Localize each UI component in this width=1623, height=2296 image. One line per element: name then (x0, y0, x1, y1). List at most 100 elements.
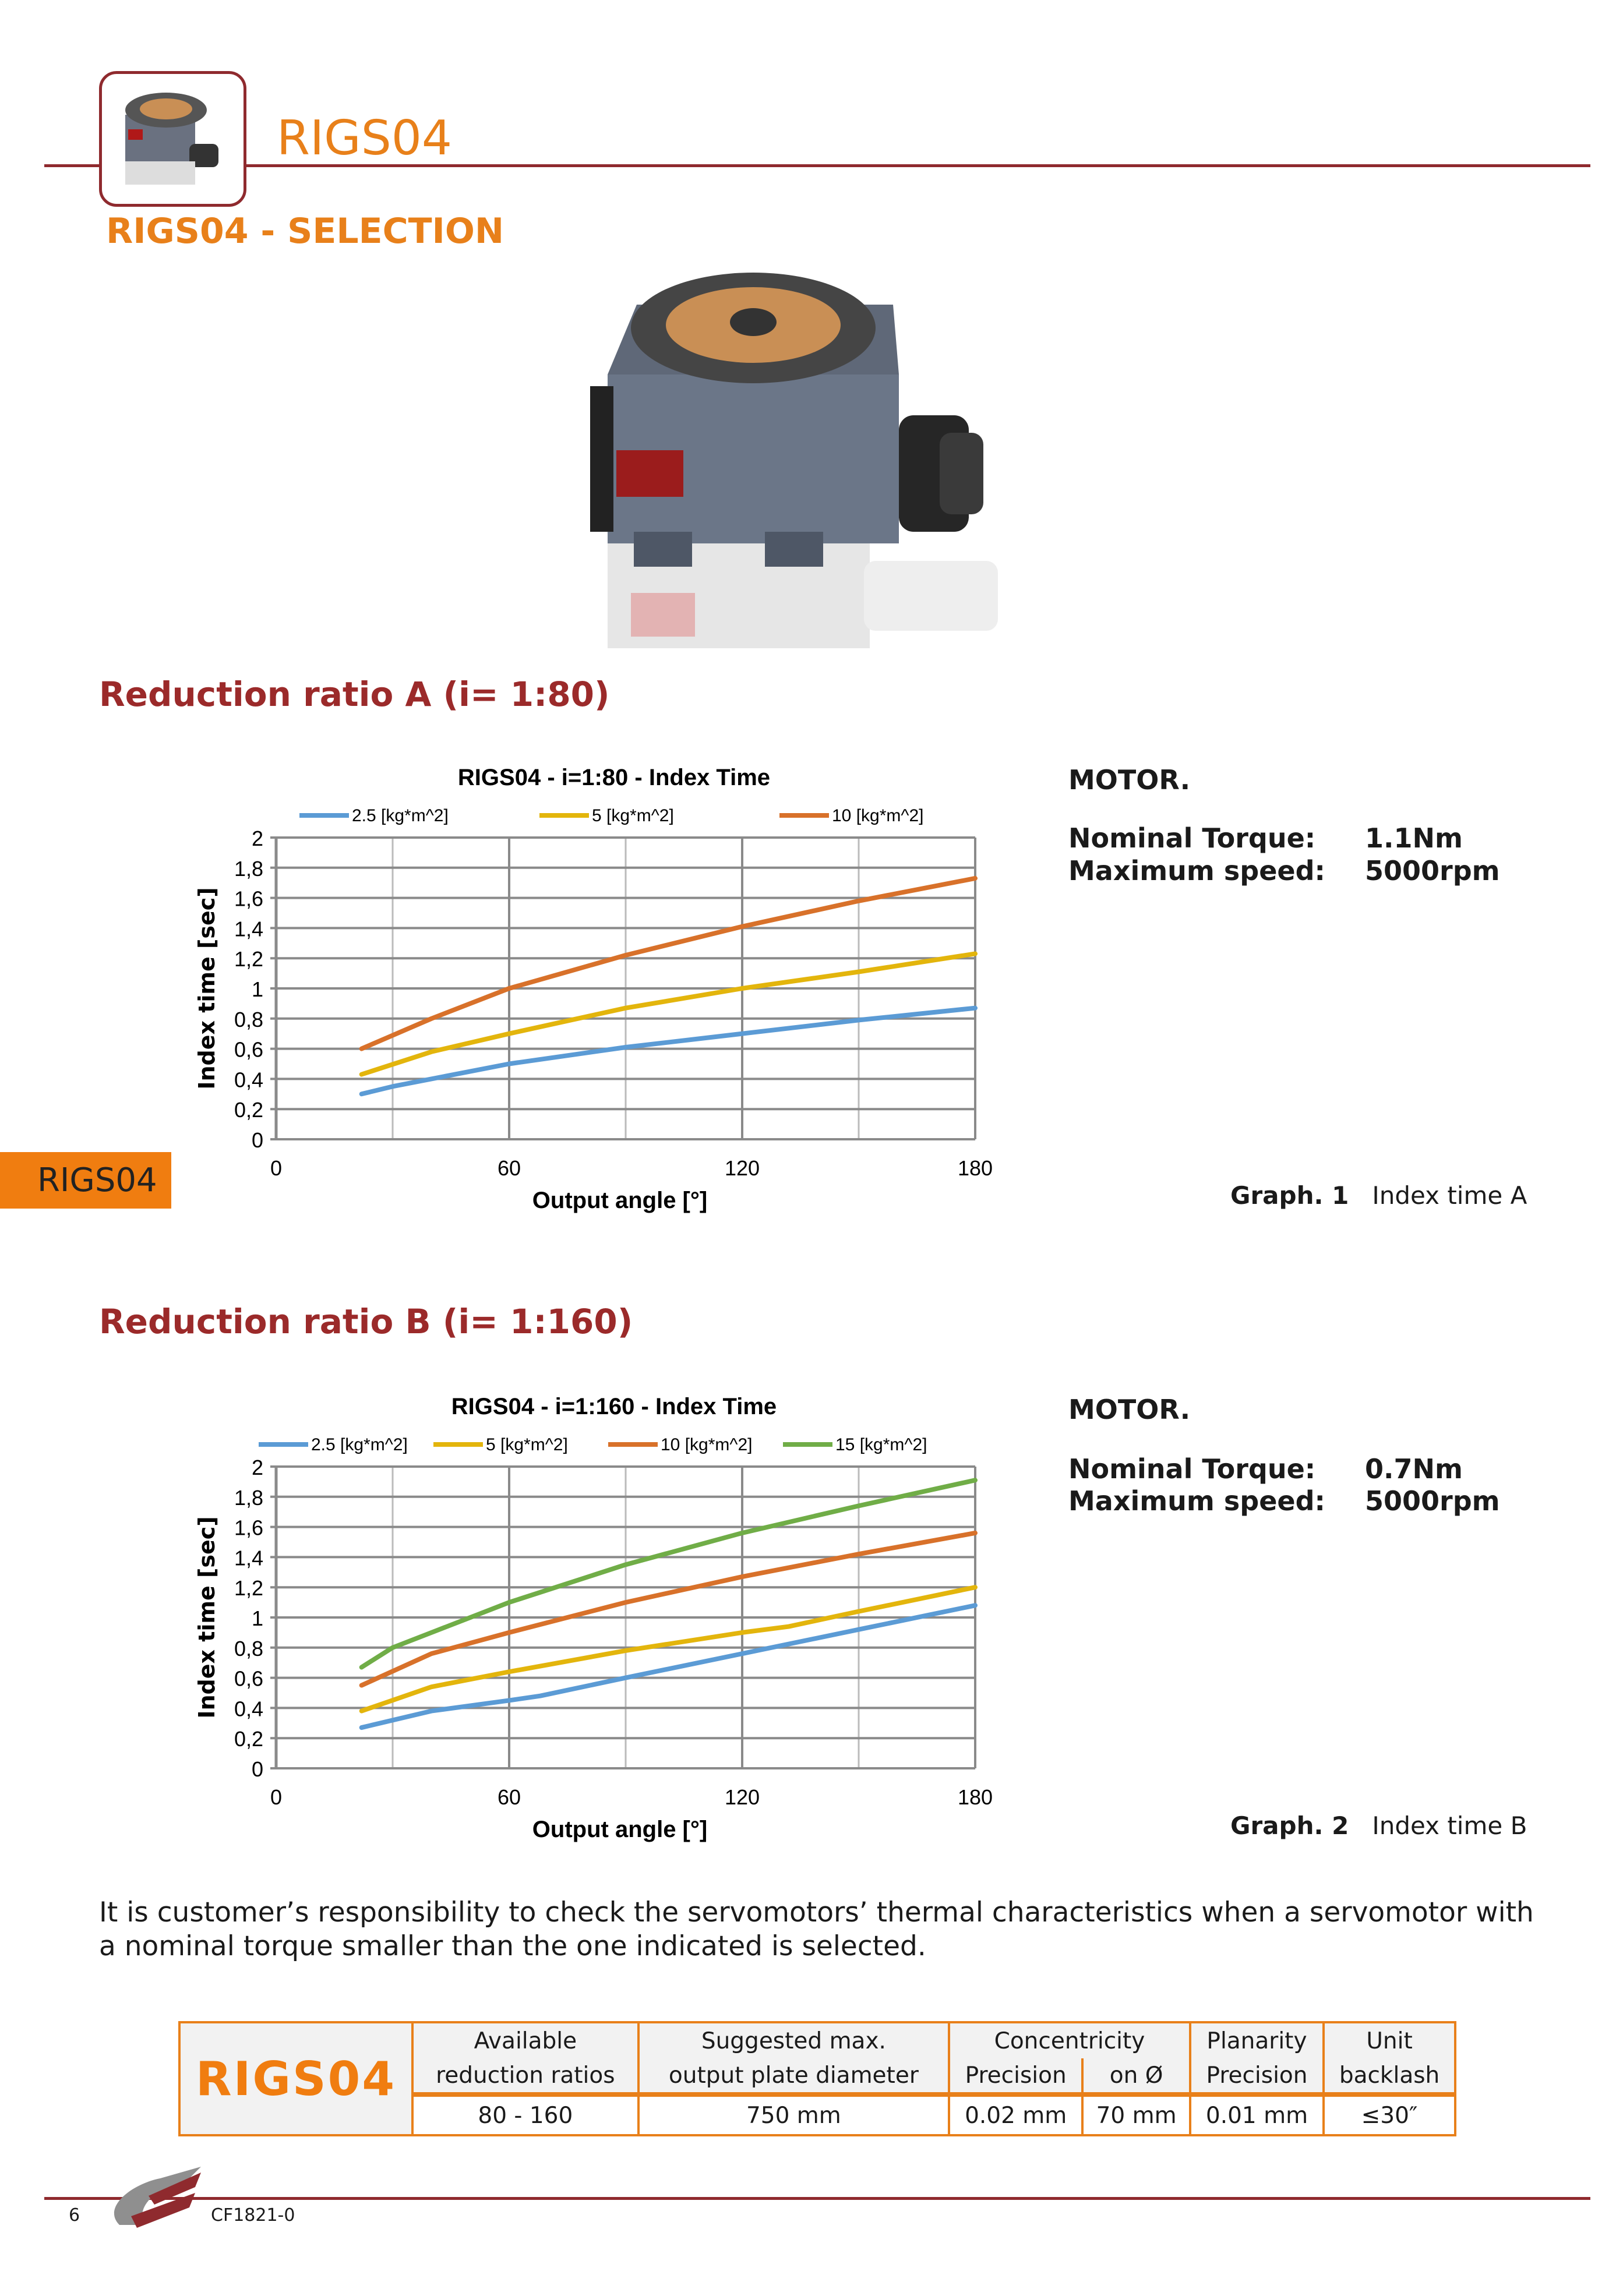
table-subheader: backlash (1322, 2058, 1456, 2096)
series-line (359, 1603, 978, 1730)
table-header: Concentricity (948, 2021, 1191, 2058)
product-thumbnail (99, 71, 246, 207)
series-line (359, 1585, 978, 1714)
table-subheader: reduction ratios (411, 2058, 640, 2096)
series-line (359, 1530, 978, 1688)
motor-b-torque-label: Nominal Torque: (1068, 1453, 1316, 1485)
y-tick-label: 0,6 (234, 1667, 263, 1691)
legend-label: 5 [kg*m^2] (592, 806, 674, 825)
y-tick-label: 0,6 (234, 1038, 263, 1062)
y-tick-label: 1,4 (234, 1546, 263, 1570)
table-subheader: output plate diameter (637, 2058, 951, 2096)
motor-a-torque-value: 1.1Nm (1365, 822, 1463, 854)
motor-a-torque-label: Nominal Torque: (1068, 822, 1316, 854)
y-axis-label: Index time [sec] (194, 1516, 220, 1718)
y-tick-label: 0 (252, 1128, 263, 1152)
motor-a-speed-value: 5000rpm (1365, 855, 1500, 886)
y-tick-label: 1 (252, 977, 263, 1001)
chart-title: RIGS04 - i=1:80 - Index Time (458, 765, 770, 790)
x-tick-label: 120 (725, 1156, 760, 1180)
motor-b-speed-label: Maximum speed: (1068, 1485, 1325, 1517)
legend-label: 15 [kg*m^2] (835, 1435, 927, 1454)
graph-label: Graph. 2 (1230, 1811, 1349, 1840)
y-tick-label: 1,4 (234, 917, 263, 941)
table-subheader: Precision (948, 2058, 1084, 2096)
spec-table: RIGS04 Available Suggested max. Concentr… (178, 2021, 1456, 2136)
footer-rule (44, 2197, 1590, 2200)
table-brand: RIGS04 (178, 2021, 414, 2136)
y-tick-label: 1,2 (234, 947, 263, 971)
x-tick-label: 0 (270, 1785, 282, 1809)
y-axis-label: Index time [sec] (194, 887, 220, 1089)
y-tick-label: 1,2 (234, 1576, 263, 1600)
header-rule (246, 164, 1590, 167)
x-tick-label: 60 (498, 1156, 521, 1180)
table-subheader: on Ø (1081, 2058, 1191, 2096)
chart-index-time-b: RIGS04 - i=1:160 - Index Time 2.5 [kg*m^2… (194, 1394, 993, 1842)
y-tick-label: 0,4 (234, 1068, 263, 1092)
y-tick-label: 0,2 (234, 1727, 263, 1751)
company-logo (114, 2167, 201, 2228)
series-line (359, 1478, 978, 1670)
table-header: Planarity (1188, 2021, 1325, 2058)
product-thumbnail-image (125, 93, 218, 185)
graph-a-caption: Graph. 1 Index time A (1230, 1181, 1527, 1210)
y-tick-label: 0,8 (234, 1008, 263, 1032)
table-header: Unit (1322, 2021, 1456, 2058)
x-tick-label: 120 (725, 1785, 760, 1809)
legend-label: 10 [kg*m^2] (661, 1435, 753, 1454)
section-a-heading: Reduction ratio A (i= 1:80) (99, 674, 610, 714)
table-cell: 0.02 mm (948, 2092, 1084, 2136)
table-header: Suggested max. (637, 2021, 951, 2058)
x-axis-label: Output angle [°] (532, 1817, 707, 1842)
y-tick-label: 1,6 (234, 1516, 263, 1540)
chart-index-time-a: RIGS04 - i=1:80 - Index Time 2.5 [kg*m^2]… (194, 765, 993, 1213)
y-tick-label: 1,8 (234, 857, 263, 881)
x-tick-label: 0 (270, 1156, 282, 1180)
x-tick-label: 180 (958, 1156, 993, 1180)
series-line (359, 951, 978, 1077)
table-cell: 0.01 mm (1188, 2092, 1325, 2136)
y-tick-label: 0 (252, 1757, 263, 1781)
table-header: Available (411, 2021, 640, 2058)
section-title: RIGS04 - SELECTION (106, 211, 504, 252)
y-tick-label: 2 (252, 1456, 263, 1479)
graph-caption: Index time A (1372, 1181, 1527, 1210)
page-number: 6 (69, 2205, 80, 2226)
section-b-heading: Reduction ratio B (i= 1:160) (99, 1302, 633, 1341)
motor-a-title: MOTOR. (1068, 764, 1191, 796)
y-tick-label: 2 (252, 826, 263, 850)
thermal-note: It is customer’s responsibility to check… (99, 1896, 1534, 1962)
product-image (590, 273, 998, 648)
table-cell: 750 mm (637, 2092, 951, 2136)
series-line (359, 1005, 978, 1097)
y-tick-label: 0,8 (234, 1637, 263, 1661)
y-tick-label: 1,6 (234, 887, 263, 911)
legend-label: 2.5 [kg*m^2] (352, 806, 449, 825)
motor-b-torque-value: 0.7Nm (1365, 1453, 1463, 1485)
y-tick-label: 1 (252, 1606, 263, 1630)
table-cell: ≤30″ (1322, 2092, 1456, 2136)
x-axis-label: Output angle [°] (532, 1188, 707, 1213)
legend-label: 10 [kg*m^2] (832, 806, 924, 825)
page-title: RIGS04 (277, 111, 453, 166)
y-tick-label: 0,2 (234, 1098, 263, 1122)
x-tick-label: 180 (958, 1785, 993, 1809)
header-rule-left (44, 164, 99, 167)
table-cell: 80 - 160 (411, 2092, 640, 2136)
motor-a-speed-label: Maximum speed: (1068, 855, 1325, 886)
motor-b-speed-value: 5000rpm (1365, 1485, 1500, 1517)
graph-caption: Index time B (1372, 1811, 1527, 1840)
side-tab: RIGS04 (0, 1152, 171, 1209)
legend-label: 5 [kg*m^2] (486, 1435, 568, 1454)
motor-b-title: MOTOR. (1068, 1394, 1191, 1425)
graph-label: Graph. 1 (1230, 1181, 1349, 1210)
y-tick-label: 1,8 (234, 1486, 263, 1510)
chart-title: RIGS04 - i=1:160 - Index Time (451, 1394, 777, 1419)
table-subheader: Precision (1188, 2058, 1325, 2096)
graph-b-caption: Graph. 2 Index time B (1230, 1811, 1527, 1840)
document-code: CF1821-0 (211, 2205, 295, 2226)
x-tick-label: 60 (498, 1785, 521, 1809)
table-cell: 70 mm (1081, 2092, 1191, 2136)
y-tick-label: 0,4 (234, 1697, 263, 1721)
